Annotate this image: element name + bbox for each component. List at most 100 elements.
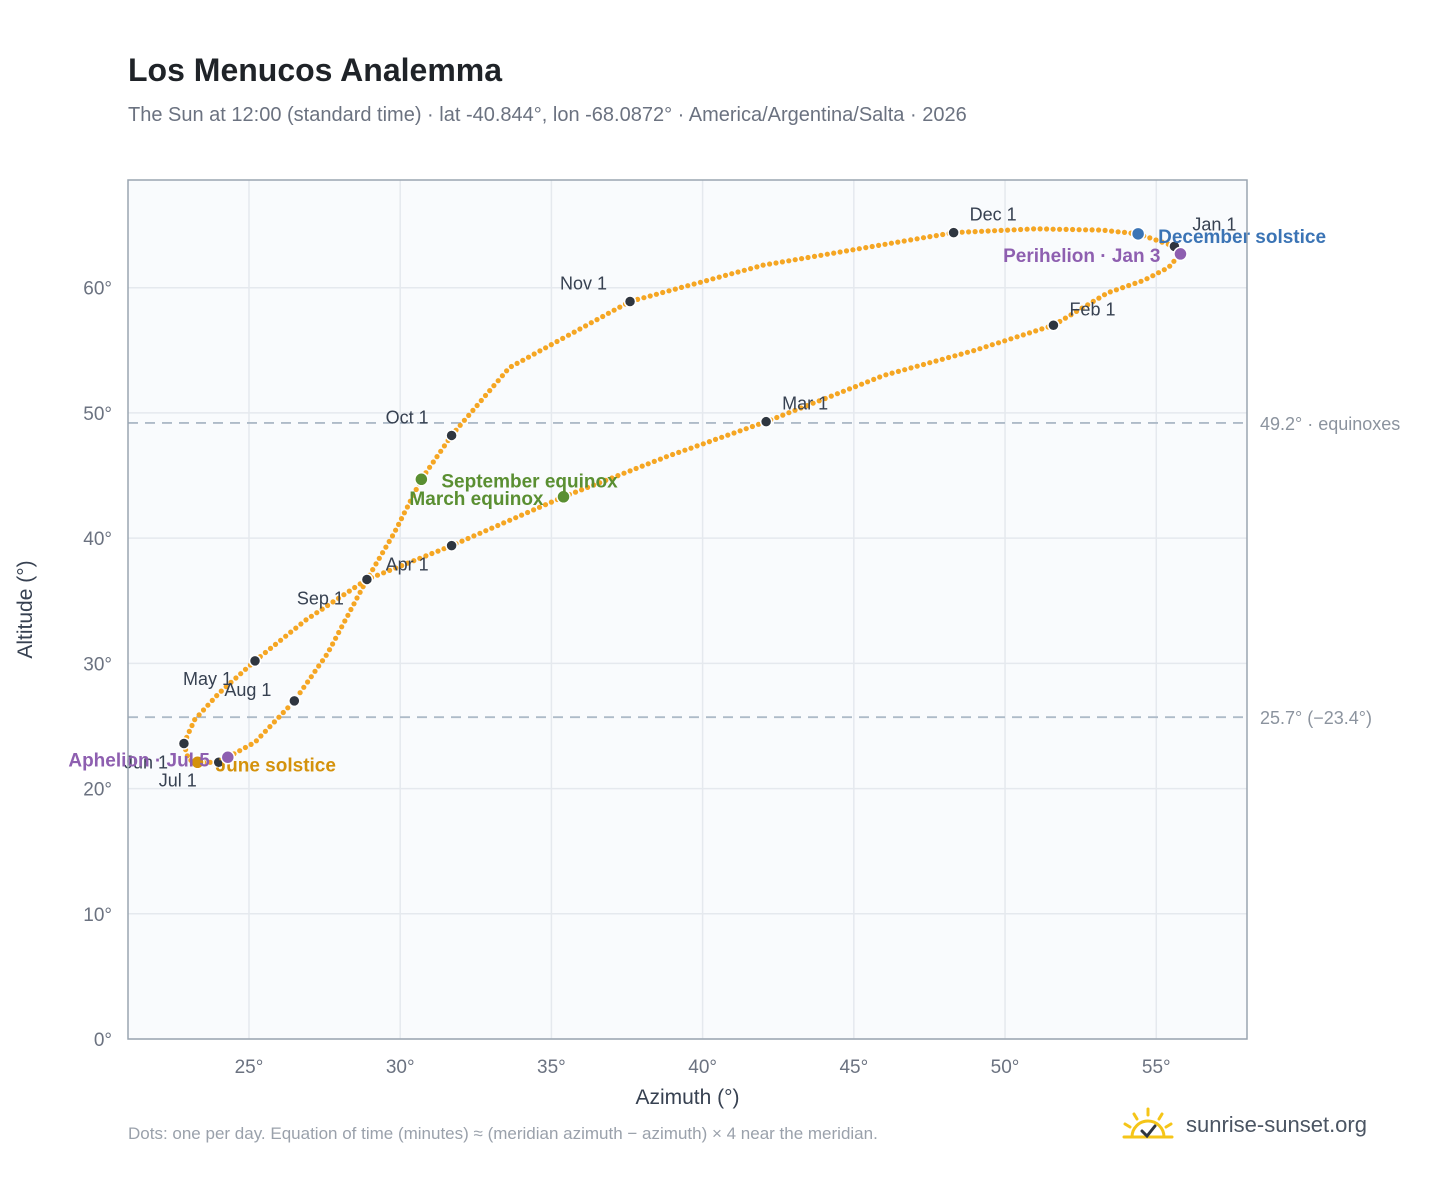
day-dot [959, 229, 965, 235]
day-dot [840, 388, 847, 394]
x-tick-label: 35° [537, 1057, 566, 1078]
day-dot [804, 403, 810, 409]
month-marker [759, 415, 773, 428]
day-dot [895, 239, 901, 245]
day-dot [398, 516, 405, 522]
x-tick-label: 55° [1142, 1057, 1171, 1078]
day-dot [852, 384, 859, 390]
day-dot [1161, 267, 1167, 273]
day-dot [615, 473, 621, 479]
day-dot [1083, 227, 1089, 233]
day-dot [611, 307, 617, 313]
day-dot [805, 254, 811, 261]
event-label: March equinox [409, 489, 544, 510]
day-dot [828, 393, 834, 399]
day-dot [940, 231, 946, 238]
day-dot [1096, 295, 1102, 301]
month-label: Mar 1 [782, 394, 828, 414]
event-marker [220, 750, 236, 765]
y-tick-label: 30° [83, 654, 112, 675]
day-dot [983, 344, 989, 350]
day-dot [966, 229, 972, 235]
day-dot [407, 498, 413, 504]
day-dot [303, 617, 309, 623]
day-dot [465, 535, 471, 542]
day-dot [831, 250, 837, 256]
day-dot [882, 241, 888, 247]
day-dot [184, 753, 190, 759]
day-dot [278, 637, 284, 643]
day-dot [1138, 278, 1144, 284]
day-dot [706, 439, 713, 445]
day-dot [1101, 292, 1108, 298]
day-dot [483, 528, 489, 534]
day-dot [743, 426, 749, 432]
day-dot [457, 422, 463, 428]
day-dot [1057, 226, 1063, 232]
day-dot [719, 434, 725, 440]
day-dot [856, 246, 862, 252]
day-dot [1113, 287, 1119, 293]
day-dot [780, 412, 786, 418]
month-marker [623, 295, 637, 308]
day-dot [682, 447, 688, 453]
day-dot [850, 247, 856, 253]
day-dot [554, 338, 560, 345]
day-dot [267, 724, 273, 730]
day-dot [411, 558, 417, 564]
day-dot [895, 368, 902, 374]
brand[interactable]: sunrise-sunset.org [1120, 1100, 1367, 1150]
day-dot [1089, 227, 1095, 233]
day-dot [200, 707, 207, 713]
day-dot [360, 584, 366, 590]
day-dot [262, 649, 268, 656]
day-dot [901, 238, 907, 244]
day-dot [209, 697, 215, 704]
day-dot [405, 560, 411, 566]
day-dot [482, 392, 489, 399]
day-dot [513, 515, 519, 521]
day-dot [1090, 298, 1096, 304]
x-tick-label: 40° [688, 1057, 717, 1078]
month-label: Apr 1 [386, 555, 429, 575]
day-dot [1002, 338, 1008, 344]
day-dot [676, 449, 682, 455]
day-dot [536, 504, 543, 510]
day-dot [438, 448, 444, 454]
day-dot [908, 237, 914, 243]
day-dot [298, 621, 304, 627]
day-dot [972, 229, 978, 235]
day-dot [952, 353, 958, 359]
day-dot [330, 641, 336, 647]
day-dot [389, 533, 396, 539]
day-dot [846, 386, 853, 392]
day-dot [1153, 237, 1159, 243]
day-dot [393, 527, 399, 533]
event-marker [556, 489, 571, 505]
day-dot [914, 236, 920, 242]
day-dot [262, 728, 268, 734]
day-dot [1005, 227, 1011, 233]
day-dot [346, 588, 352, 594]
day-dot [336, 629, 342, 636]
day-dot [319, 658, 326, 664]
day-dot [345, 612, 351, 618]
footnote: Dots: one per day. Equation of time (min… [128, 1124, 878, 1143]
month-label: Feb 1 [1069, 299, 1115, 319]
day-dot [501, 520, 507, 526]
day-dot [737, 428, 743, 434]
day-dot [716, 274, 722, 280]
day-dot [989, 342, 995, 348]
day-dot [504, 368, 510, 374]
event-label: Perihelion · Jan 3 [1003, 246, 1160, 267]
day-dot [760, 262, 766, 268]
day-dot [691, 281, 697, 287]
day-dot [435, 548, 441, 554]
month-marker [360, 573, 374, 586]
event-label: Aphelion · Jul 5 [68, 750, 210, 771]
day-dot [653, 291, 660, 297]
day-dot [1115, 229, 1121, 235]
day-dot [326, 647, 333, 653]
day-dot [579, 487, 585, 493]
